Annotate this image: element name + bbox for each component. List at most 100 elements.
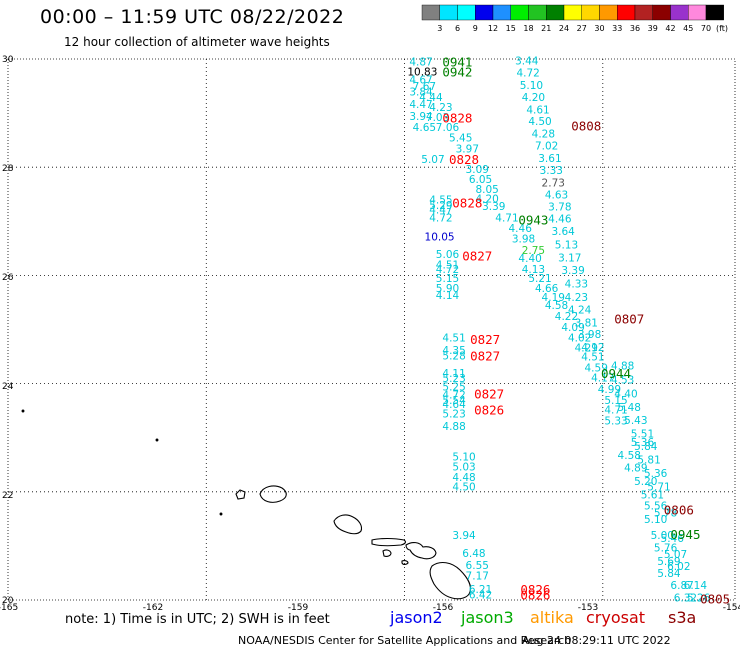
wave-height-label: 2.73 (542, 177, 565, 189)
wave-height-label: 4.99 (598, 384, 621, 396)
wave-height-label: 5.84 (634, 441, 658, 453)
wave-height-label: 5.29 (429, 200, 452, 212)
legend-jason2: jason2 (390, 608, 443, 627)
wave-height-label: 5.07 (421, 154, 444, 166)
scale-swatch (688, 4, 707, 21)
wave-height-label: 4.88 (611, 361, 634, 373)
wave-height-label: 4.71 (604, 405, 627, 417)
credit-line: NOAA/NESDIS Center for Satellite Applica… (238, 634, 572, 647)
map-title: 00:00 – 11:59 UTC 08/22/2022 (40, 6, 345, 28)
latitude-tick-label: 28 (2, 164, 14, 174)
wave-height-label: 3.97 (456, 143, 479, 155)
longitude-tick-label: -162 (143, 603, 163, 613)
scale-label: 15 (506, 24, 516, 33)
island-hawaii (429, 561, 472, 600)
scale-label: 9 (473, 24, 478, 33)
wave-height-label: 2.75 (522, 245, 545, 257)
scale-label: 36 (630, 24, 640, 33)
scale-label: 30 (594, 24, 604, 33)
wave-height-label: 3.39 (482, 201, 505, 213)
wave-height-label: 4.72 (436, 264, 459, 276)
wave-height-label: 5.45 (449, 132, 472, 144)
wave-height-label: 4.46 (509, 223, 533, 235)
wave-height-label: 5.25 (442, 381, 465, 393)
wave-height-label: 5.54 (442, 395, 466, 407)
footnote: note: 1) Time is in UTC; 2) SWH is in fe… (65, 612, 330, 627)
wave-height-label: 5.51 (631, 428, 654, 440)
wave-height-label: 5.69 (657, 556, 680, 568)
wave-height-label: 5.15 (436, 273, 459, 285)
scale-label: 3 (437, 24, 442, 33)
longitude-tick-label: -159 (288, 603, 309, 613)
wave-height-label: 6.14 (684, 580, 708, 592)
pass-time-label: 0826 (520, 588, 550, 603)
wave-height-label: 4.44 (419, 92, 443, 104)
wave-height-label: 5.21 (528, 273, 551, 285)
wave-height-label: 4.20 (475, 194, 498, 206)
island-kauai (259, 485, 287, 503)
wave-height-label: 5.76 (654, 543, 678, 555)
island-small-2 (155, 438, 159, 442)
wave-height-label: 4.24 (568, 304, 592, 316)
wave-height-label: 4.65 (413, 122, 436, 134)
scale-label: 21 (541, 24, 551, 33)
pass-time-label: 0808 (571, 119, 601, 134)
scale-label: 33 (612, 24, 622, 33)
wave-height-label: 3.98 (512, 234, 535, 246)
wave-height-label: 4.23 (565, 292, 588, 304)
hawaiian-islands (21, 409, 472, 600)
longitude-tick-label: -154 (723, 603, 740, 613)
latitude-tick-label: 20 (2, 596, 14, 606)
wave-height-label: 3.78 (548, 202, 571, 214)
wave-height-label: 5.23 (442, 373, 465, 385)
scale-swatch (475, 4, 494, 21)
wave-height-label: 4.58 (545, 300, 568, 312)
wave-height-label: 3.33 (540, 165, 563, 177)
wave-height-label: 5.13 (555, 240, 578, 252)
wave-height-label: 6.55 (466, 560, 489, 572)
wave-height-label: 4.13 (522, 264, 545, 276)
wave-height-label: 4.51 (436, 260, 459, 272)
wave-height-label: 4.55 (429, 195, 452, 207)
island-oahu (333, 514, 363, 535)
wave-height-label: 4.19 (542, 292, 565, 304)
wave-height-label: 5.71 (647, 481, 670, 493)
wave-height-label: 3.61 (538, 153, 561, 165)
wave-height-label: 5.61 (641, 490, 664, 502)
wave-height-label: 3.39 (561, 265, 584, 277)
wave-height-label: 4.14 (436, 290, 460, 302)
wave-height-label: 3.98 (578, 329, 601, 341)
wave-height-label: 3.17 (558, 253, 581, 265)
wave-height-label: 6.05 (469, 174, 492, 186)
wave-height-label: 5.00 (651, 530, 674, 542)
wave-height-label: 4.67 (409, 75, 432, 87)
wave-height-label: 5.56 (644, 500, 668, 512)
latitude-tick-label: 24 (2, 382, 14, 392)
map-frame (7, 58, 736, 601)
wave-height-label: 8.05 (475, 184, 498, 196)
wave-height-label: 5.23 (442, 408, 465, 420)
wave-height-label: 4.72 (516, 68, 539, 80)
wave-height-label: 7.06 (436, 122, 460, 134)
wave-height-label: 4.51 (442, 333, 465, 345)
wave-height-label: 5.10 (644, 514, 667, 526)
wave-height-label: 5.07 (664, 549, 687, 561)
longitude-tick-label: -153 (578, 603, 598, 613)
wave-height-label: 5.36 (631, 437, 655, 449)
island-small-3 (219, 512, 223, 516)
wave-height-label: 4.40 (614, 388, 637, 400)
wave-height-observations: 4.8710.834.677.673.844.444.474.233.947.0… (407, 56, 710, 605)
wave-height-label: 4.72 (429, 213, 452, 225)
scale-label: 45 (683, 24, 693, 33)
wave-height-label: 6.87 (670, 580, 693, 592)
wave-height-label: 4.35 (442, 345, 465, 357)
wave-height-label: 4.61 (526, 104, 549, 116)
wave-height-label: 5.10 (520, 80, 543, 92)
scale-swatch (617, 4, 636, 21)
wave-height-label: 4.72 (442, 389, 465, 401)
pass-time-label: 0827 (462, 248, 492, 263)
wave-height-label: 5.10 (452, 452, 475, 464)
wave-height-label: 4.53 (611, 374, 634, 386)
wave-height-label: 4.50 (452, 481, 475, 493)
